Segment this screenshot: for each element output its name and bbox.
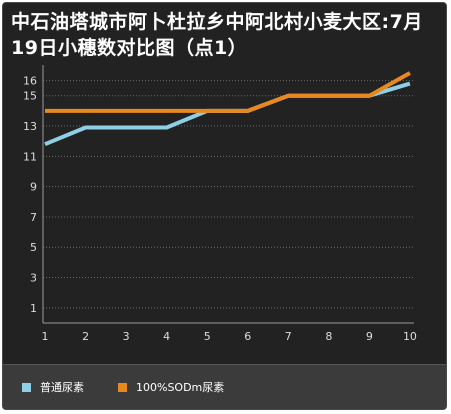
gridlines: [43, 80, 414, 309]
series-line-2: [45, 71, 411, 113]
y-tick-label: 15: [23, 90, 37, 103]
legend-label-series-2: 100%SODm尿素: [136, 381, 225, 394]
chart-title: 中石油塔城市阿卜杜拉乡中阿北村小麦大区:7月19日小穗数对比图（点1）: [11, 11, 423, 59]
x-tick-label: 4: [163, 330, 170, 343]
legend-swatch-series-2: [118, 382, 127, 392]
legend-label-series-1: 普通尿素: [40, 381, 84, 394]
x-tick-label: 7: [285, 330, 292, 343]
x-tick-label: 9: [366, 330, 373, 343]
x-tick-label: 1: [42, 330, 49, 343]
legend-item-series-1[interactable]: 普通尿素: [22, 379, 84, 395]
x-tick-label: 2: [82, 330, 89, 343]
x-tick-label: 10: [403, 330, 417, 343]
legend-swatch-series-1: [22, 382, 31, 392]
legend: 普通尿素 100%SODm尿素: [3, 364, 446, 409]
legend-item-series-2[interactable]: 100%SODm尿素: [118, 379, 224, 395]
y-tick-label: 11: [23, 150, 37, 163]
series-lines: [44, 71, 411, 147]
y-tick-label: 1: [30, 302, 37, 315]
y-tick-label: 3: [30, 272, 37, 285]
y-tick-label: 13: [23, 120, 37, 133]
x-tick-label: 8: [325, 330, 332, 343]
x-tick-labels: 1 2 3 4 5 6 7 8 9 10: [42, 330, 417, 343]
y-tick-label: 9: [30, 181, 37, 194]
x-tick-label: 5: [204, 330, 211, 343]
x-tick-label: 3: [123, 330, 130, 343]
y-tick-label: 5: [30, 241, 37, 254]
series-line-1: [44, 81, 411, 147]
y-tick-label: 7: [30, 211, 37, 224]
x-tick-label: 6: [244, 330, 251, 343]
axes: [42, 65, 414, 324]
y-tick-label: 16: [23, 75, 37, 88]
